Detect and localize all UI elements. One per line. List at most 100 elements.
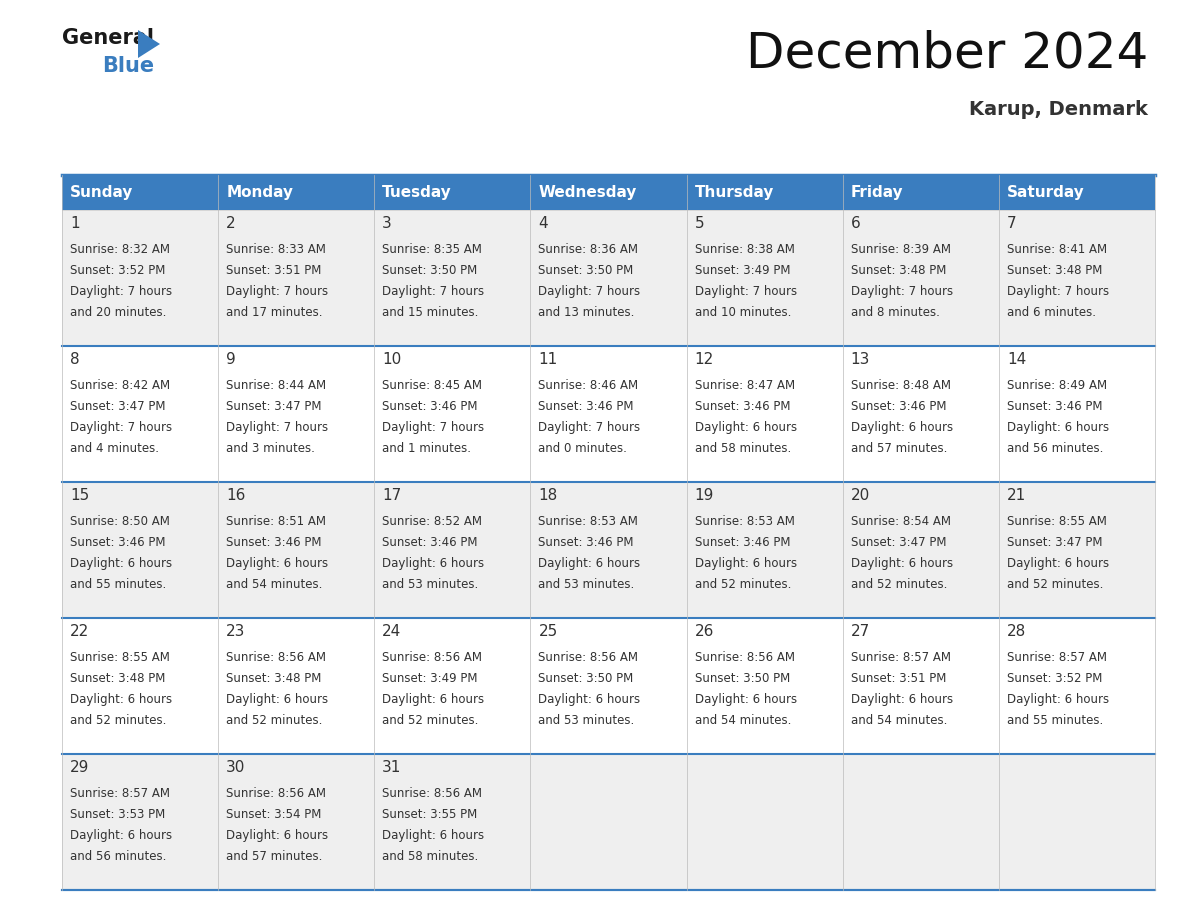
Text: Sunrise: 8:48 AM: Sunrise: 8:48 AM: [851, 379, 950, 392]
Text: Daylight: 6 hours: Daylight: 6 hours: [851, 693, 953, 706]
Text: Sunrise: 8:56 AM: Sunrise: 8:56 AM: [538, 651, 638, 665]
Text: Daylight: 6 hours: Daylight: 6 hours: [226, 693, 328, 706]
Text: 31: 31: [383, 760, 402, 775]
Text: Daylight: 6 hours: Daylight: 6 hours: [695, 693, 797, 706]
Text: Sunset: 3:47 PM: Sunset: 3:47 PM: [70, 400, 165, 413]
Text: and 15 minutes.: and 15 minutes.: [383, 306, 479, 319]
Text: 17: 17: [383, 488, 402, 503]
Bar: [530, 210, 687, 346]
Text: Sunrise: 8:57 AM: Sunrise: 8:57 AM: [70, 788, 170, 800]
Text: and 55 minutes.: and 55 minutes.: [70, 578, 166, 591]
Text: 29: 29: [70, 760, 89, 775]
Text: Sunrise: 8:56 AM: Sunrise: 8:56 AM: [226, 651, 327, 665]
Text: Sunset: 3:46 PM: Sunset: 3:46 PM: [383, 536, 478, 549]
Text: Sunset: 3:51 PM: Sunset: 3:51 PM: [226, 264, 322, 277]
Bar: [999, 754, 1155, 890]
Text: and 58 minutes.: and 58 minutes.: [695, 442, 791, 455]
Text: Sunset: 3:48 PM: Sunset: 3:48 PM: [226, 672, 322, 685]
Bar: [999, 175, 1155, 210]
Text: Sunset: 3:46 PM: Sunset: 3:46 PM: [538, 400, 634, 413]
Text: and 10 minutes.: and 10 minutes.: [695, 306, 791, 319]
Text: and 57 minutes.: and 57 minutes.: [851, 442, 947, 455]
Text: Sunset: 3:50 PM: Sunset: 3:50 PM: [538, 672, 633, 685]
Text: Daylight: 6 hours: Daylight: 6 hours: [1007, 421, 1108, 434]
Text: Daylight: 6 hours: Daylight: 6 hours: [695, 557, 797, 570]
Text: Wednesday: Wednesday: [538, 185, 637, 200]
Text: Saturday: Saturday: [1007, 185, 1085, 200]
Text: Sunset: 3:46 PM: Sunset: 3:46 PM: [695, 536, 790, 549]
Text: Sunset: 3:50 PM: Sunset: 3:50 PM: [695, 672, 790, 685]
Bar: [374, 482, 530, 618]
Text: 10: 10: [383, 352, 402, 367]
Bar: [62, 482, 219, 618]
Text: and 3 minutes.: and 3 minutes.: [226, 442, 315, 455]
Bar: [62, 175, 219, 210]
Text: Sunrise: 8:47 AM: Sunrise: 8:47 AM: [695, 379, 795, 392]
Text: 23: 23: [226, 624, 246, 639]
Bar: [374, 346, 530, 482]
Text: 22: 22: [70, 624, 89, 639]
Text: 24: 24: [383, 624, 402, 639]
Bar: [219, 618, 374, 754]
Text: and 1 minutes.: and 1 minutes.: [383, 442, 472, 455]
Text: Sunrise: 8:39 AM: Sunrise: 8:39 AM: [851, 243, 950, 256]
Text: Sunset: 3:47 PM: Sunset: 3:47 PM: [851, 536, 946, 549]
Text: Daylight: 7 hours: Daylight: 7 hours: [226, 285, 328, 298]
Text: Sunset: 3:48 PM: Sunset: 3:48 PM: [1007, 264, 1102, 277]
Text: Sunset: 3:49 PM: Sunset: 3:49 PM: [383, 672, 478, 685]
Text: Sunrise: 8:55 AM: Sunrise: 8:55 AM: [70, 651, 170, 665]
Text: Daylight: 6 hours: Daylight: 6 hours: [70, 693, 172, 706]
Text: Daylight: 7 hours: Daylight: 7 hours: [695, 285, 797, 298]
Text: Daylight: 7 hours: Daylight: 7 hours: [1007, 285, 1108, 298]
Text: and 4 minutes.: and 4 minutes.: [70, 442, 159, 455]
Text: Sunrise: 8:46 AM: Sunrise: 8:46 AM: [538, 379, 639, 392]
Text: Sunset: 3:46 PM: Sunset: 3:46 PM: [851, 400, 946, 413]
Text: and 52 minutes.: and 52 minutes.: [226, 714, 322, 727]
Text: Daylight: 6 hours: Daylight: 6 hours: [695, 421, 797, 434]
Text: 6: 6: [851, 216, 860, 231]
Text: Karup, Denmark: Karup, Denmark: [969, 100, 1148, 119]
Text: Daylight: 7 hours: Daylight: 7 hours: [851, 285, 953, 298]
Text: Tuesday: Tuesday: [383, 185, 453, 200]
Text: Sunset: 3:51 PM: Sunset: 3:51 PM: [851, 672, 946, 685]
Text: 2: 2: [226, 216, 235, 231]
Text: 25: 25: [538, 624, 557, 639]
Text: Sunset: 3:55 PM: Sunset: 3:55 PM: [383, 808, 478, 821]
Text: and 52 minutes.: and 52 minutes.: [695, 578, 791, 591]
Polygon shape: [138, 30, 160, 58]
Text: Sunrise: 8:32 AM: Sunrise: 8:32 AM: [70, 243, 170, 256]
Text: Sunrise: 8:57 AM: Sunrise: 8:57 AM: [851, 651, 950, 665]
Text: and 57 minutes.: and 57 minutes.: [226, 850, 322, 863]
Text: Sunset: 3:46 PM: Sunset: 3:46 PM: [383, 400, 478, 413]
Text: and 52 minutes.: and 52 minutes.: [383, 714, 479, 727]
Bar: [219, 482, 374, 618]
Text: Sunrise: 8:56 AM: Sunrise: 8:56 AM: [695, 651, 795, 665]
Text: Daylight: 6 hours: Daylight: 6 hours: [1007, 557, 1108, 570]
Bar: [374, 175, 530, 210]
Text: Sunrise: 8:50 AM: Sunrise: 8:50 AM: [70, 515, 170, 528]
Bar: [219, 346, 374, 482]
Text: Sunset: 3:47 PM: Sunset: 3:47 PM: [1007, 536, 1102, 549]
Text: Sunrise: 8:44 AM: Sunrise: 8:44 AM: [226, 379, 327, 392]
Text: Friday: Friday: [851, 185, 903, 200]
Text: 12: 12: [695, 352, 714, 367]
Text: Sunrise: 8:45 AM: Sunrise: 8:45 AM: [383, 379, 482, 392]
Text: Sunrise: 8:55 AM: Sunrise: 8:55 AM: [1007, 515, 1107, 528]
Text: Daylight: 6 hours: Daylight: 6 hours: [383, 829, 485, 842]
Text: Daylight: 6 hours: Daylight: 6 hours: [538, 693, 640, 706]
Bar: [530, 175, 687, 210]
Text: Sunrise: 8:56 AM: Sunrise: 8:56 AM: [383, 788, 482, 800]
Text: Daylight: 6 hours: Daylight: 6 hours: [538, 557, 640, 570]
Text: and 56 minutes.: and 56 minutes.: [1007, 442, 1104, 455]
Text: Daylight: 7 hours: Daylight: 7 hours: [538, 421, 640, 434]
Text: Blue: Blue: [102, 56, 154, 76]
Text: and 52 minutes.: and 52 minutes.: [1007, 578, 1104, 591]
Text: Monday: Monday: [226, 185, 293, 200]
Text: Sunrise: 8:54 AM: Sunrise: 8:54 AM: [851, 515, 950, 528]
Text: and 53 minutes.: and 53 minutes.: [538, 578, 634, 591]
Text: and 52 minutes.: and 52 minutes.: [70, 714, 166, 727]
Text: Daylight: 6 hours: Daylight: 6 hours: [383, 557, 485, 570]
Bar: [687, 618, 842, 754]
Text: December 2024: December 2024: [746, 30, 1148, 78]
Text: 19: 19: [695, 488, 714, 503]
